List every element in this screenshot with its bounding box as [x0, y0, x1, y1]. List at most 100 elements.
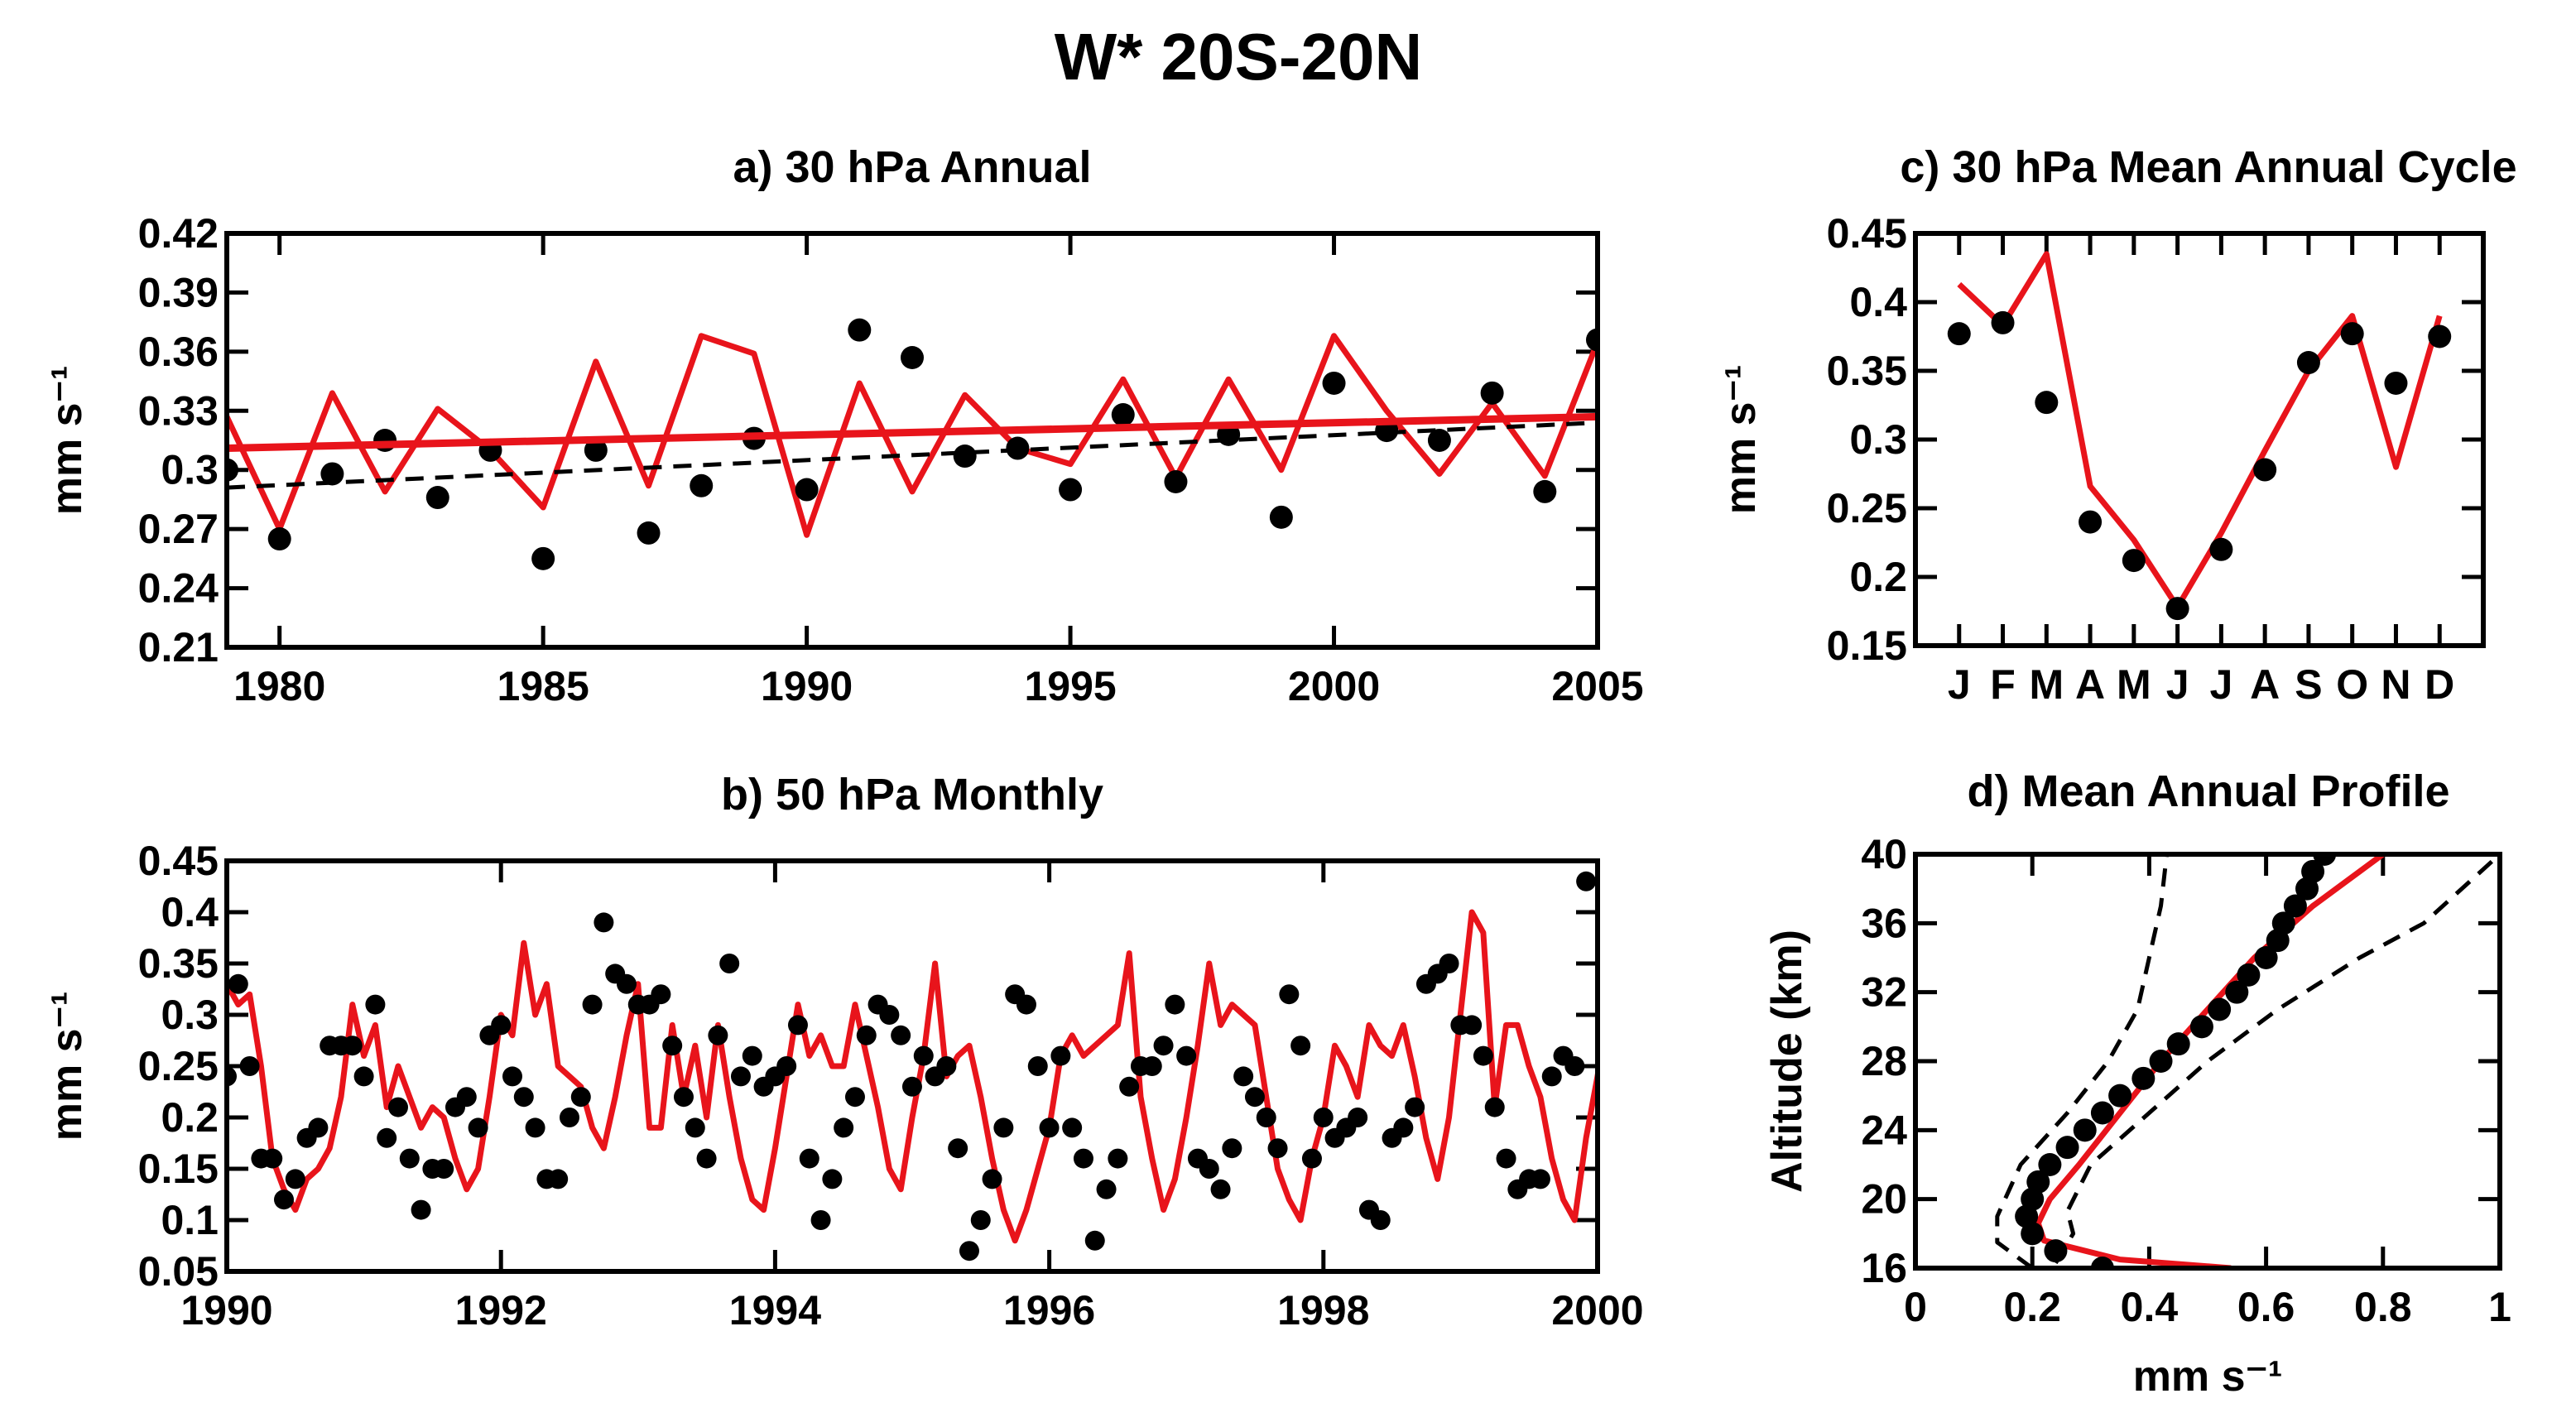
y-tick-label: 16 — [1861, 1245, 1907, 1291]
y-tick-label: 24 — [1861, 1107, 1907, 1153]
plot-area — [227, 871, 1598, 1261]
data-point — [228, 973, 248, 994]
data-point — [468, 1117, 488, 1138]
data-point — [1541, 1066, 1562, 1087]
data-point — [822, 1169, 843, 1189]
data-point — [1533, 479, 1557, 503]
y-tick-label: 0.33 — [138, 387, 219, 434]
data-point — [2108, 1084, 2132, 1108]
data-point — [993, 1117, 1014, 1138]
data-point — [1141, 1056, 1162, 1076]
x-tick-label: 1980 — [233, 663, 325, 709]
y-tick-label: 0.05 — [138, 1248, 219, 1295]
x-tick-label: F — [1990, 661, 2016, 708]
data-point — [353, 1066, 374, 1087]
data-point — [2038, 1153, 2062, 1176]
y-tick-label: 0.1 — [161, 1197, 219, 1243]
x-tick-label: M — [2029, 661, 2064, 708]
panel-d-title: d) Mean Annual Profile — [1967, 766, 2449, 816]
y-tick-label: 0.2 — [1849, 554, 1907, 600]
data-point — [2237, 963, 2261, 987]
data-point — [1313, 1108, 1334, 1127]
data-point — [239, 1056, 260, 1076]
x-tick-label: 0.4 — [2121, 1284, 2179, 1330]
x-tick-label: 1 — [2488, 1284, 2511, 1330]
data-point — [810, 1210, 831, 1230]
data-point — [1267, 1138, 1288, 1159]
data-point — [365, 994, 386, 1015]
data-point — [948, 1138, 968, 1159]
y-tick-label: 0.24 — [138, 565, 219, 612]
data-point — [1530, 1169, 1550, 1189]
data-point — [2384, 371, 2408, 395]
x-tick-label: D — [2425, 661, 2454, 708]
data-point — [2283, 894, 2307, 918]
data-point — [1393, 1117, 1414, 1138]
data-point — [1084, 1230, 1105, 1251]
data-point — [2149, 1050, 2173, 1073]
series-model — [227, 333, 1598, 538]
data-point — [1176, 1045, 1197, 1066]
x-tick-label: 2005 — [1551, 663, 1643, 709]
data-point — [879, 1005, 900, 1025]
series-model — [2035, 854, 2385, 1268]
data-point — [267, 527, 291, 551]
plot-area — [1995, 854, 2500, 1268]
y-tick-label: 0.45 — [1827, 210, 1907, 257]
y-tick-label: 0.27 — [138, 506, 219, 552]
data-point — [399, 1148, 420, 1169]
y-tick-label: 0.42 — [138, 210, 219, 257]
data-point — [1096, 1179, 1117, 1199]
data-point — [708, 1025, 728, 1045]
data-point — [1059, 478, 1083, 502]
data-point — [1073, 1148, 1093, 1169]
data-point — [456, 1087, 477, 1108]
data-point — [285, 1169, 305, 1189]
data-point — [1405, 1097, 1425, 1117]
data-point — [1256, 1108, 1276, 1127]
data-point — [913, 1045, 934, 1066]
data-point — [308, 1117, 329, 1138]
data-point — [2090, 1257, 2114, 1268]
data-point — [1027, 1056, 1048, 1076]
data-point — [2313, 854, 2337, 866]
data-point — [1164, 470, 1188, 493]
data-point — [982, 1169, 1002, 1189]
data-point — [1199, 1159, 1219, 1179]
x-tick-label: O — [2336, 661, 2368, 708]
data-point — [616, 973, 637, 994]
data-point — [719, 954, 740, 973]
x-tick-label: 0.6 — [2237, 1284, 2295, 1330]
panel-b: 0.05 0.1 0.15 0.2 0.25 0.3 0.35 0.4 0.45 1990 1992… — [138, 838, 1644, 1334]
data-point — [953, 445, 977, 469]
data-point — [342, 1036, 363, 1056]
data-point — [584, 438, 608, 462]
y-tick-label: 0.25 — [1827, 485, 1907, 531]
data-point — [1244, 1087, 1265, 1108]
data-point — [959, 1241, 979, 1261]
data-point — [559, 1108, 579, 1127]
data-point — [525, 1117, 545, 1138]
data-point — [1473, 1045, 1493, 1066]
data-point — [513, 1087, 534, 1108]
data-point — [1564, 1056, 1585, 1076]
data-point — [2035, 391, 2059, 415]
x-tick-label: 2000 — [1551, 1287, 1643, 1334]
y-tick-label: 28 — [1861, 1038, 1907, 1084]
data-point — [1370, 1210, 1391, 1230]
data-point — [2131, 1066, 2155, 1090]
data-point — [2209, 537, 2233, 561]
data-point — [891, 1025, 911, 1045]
panel-d-xlabel: mm s⁻¹ — [2133, 1353, 2283, 1401]
data-point — [227, 458, 238, 482]
data-point — [1233, 1066, 1254, 1087]
data-point — [273, 1189, 294, 1210]
data-point — [2165, 597, 2189, 621]
data-point — [673, 1087, 694, 1108]
data-point — [651, 984, 671, 1005]
data-point — [387, 1097, 408, 1117]
data-point — [2073, 1118, 2097, 1142]
panel-a: 0.21 0.24 0.27 0.3 0.33 0.36 0.39 0.42 1980 1985 1… — [138, 210, 1644, 709]
data-point — [2225, 980, 2249, 1004]
series-upper-bound — [2054, 854, 2500, 1265]
